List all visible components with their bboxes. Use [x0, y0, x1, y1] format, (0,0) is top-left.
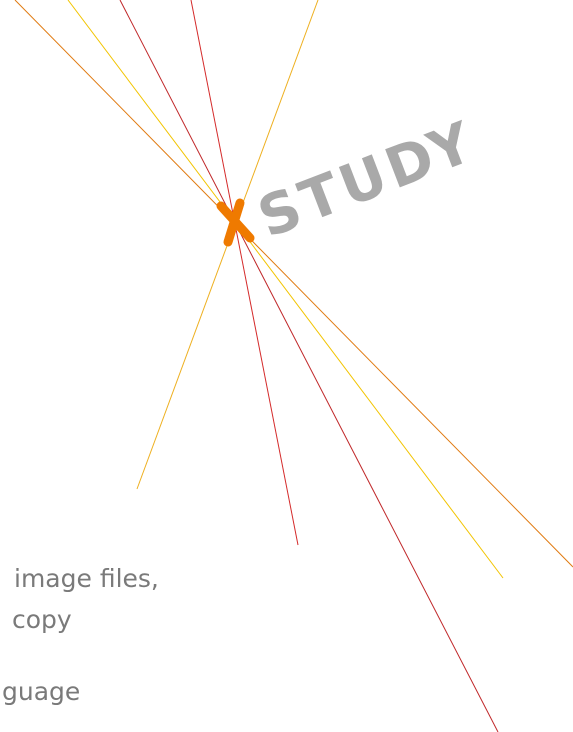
logo-x: [216, 198, 255, 247]
body-text: guage: [2, 677, 80, 706]
body-text: copy: [12, 605, 72, 634]
body-text: image files,: [14, 564, 159, 593]
line: [67, 0, 504, 579]
line: [119, 0, 499, 732]
x-stroke: [223, 198, 245, 247]
logo-text: STUDY: [250, 109, 485, 251]
line: [14, 0, 573, 568]
decor-lines: [14, 0, 573, 732]
line: [190, 0, 299, 546]
